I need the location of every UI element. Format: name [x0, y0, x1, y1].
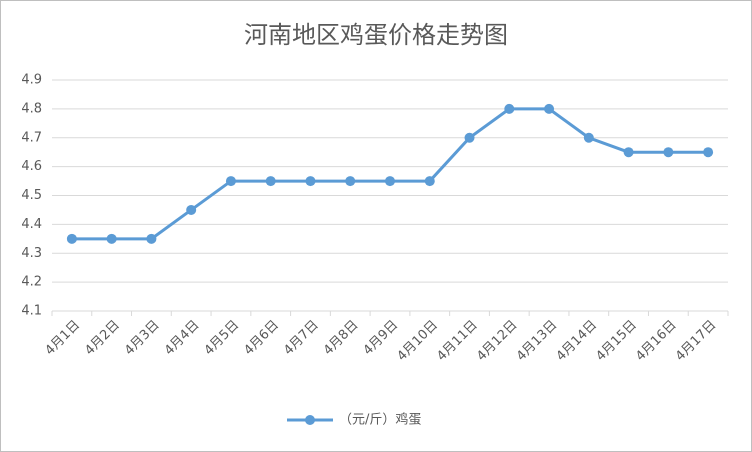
- point: [464, 132, 475, 143]
- point: [225, 176, 236, 187]
- y-tick-label: 4.5: [21, 188, 42, 203]
- point: [663, 147, 674, 158]
- point: [424, 176, 435, 187]
- point: [146, 233, 157, 244]
- legend-label: （元/斤）鸡蛋: [339, 412, 421, 428]
- point: [66, 233, 77, 244]
- y-tick-label: 4.4: [21, 217, 42, 232]
- y-tick-label: 4.2: [21, 275, 42, 290]
- point: [345, 176, 356, 187]
- point: [106, 233, 117, 244]
- y-tick-label: 4.7: [21, 130, 42, 145]
- point: [504, 103, 515, 114]
- point: [703, 147, 714, 158]
- y-tick-label: 4.1: [21, 304, 42, 319]
- y-tick-label: 4.3: [21, 246, 42, 261]
- point: [305, 176, 316, 187]
- point: [623, 147, 634, 158]
- point: [186, 204, 197, 215]
- y-tick-label: 4.8: [21, 101, 42, 116]
- legend-marker: [305, 415, 315, 425]
- point: [385, 176, 395, 187]
- y-tick-label: 4.9: [21, 73, 42, 88]
- chart-title: 河南地区鸡蛋价格走势图: [244, 21, 508, 49]
- point: [265, 176, 276, 187]
- point: [583, 132, 594, 143]
- y-tick-label: 4.6: [21, 159, 42, 174]
- point: [544, 103, 555, 114]
